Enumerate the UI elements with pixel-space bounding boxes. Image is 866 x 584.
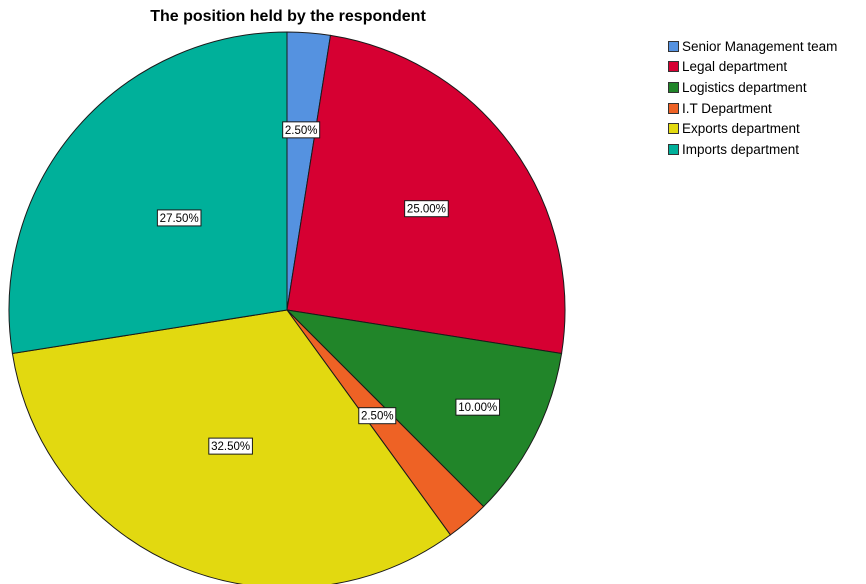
legend-swatch bbox=[668, 103, 679, 114]
legend-item-i-t-department: I.T Department bbox=[668, 98, 837, 119]
legend-swatch bbox=[668, 123, 679, 134]
legend-swatch bbox=[668, 61, 679, 72]
legend-label: Imports department bbox=[682, 142, 799, 157]
legend: Senior Management team Legal department Lo… bbox=[668, 36, 837, 160]
legend-item-legal-department: Legal department bbox=[668, 57, 837, 78]
legend-item-exports-department: Exports department bbox=[668, 118, 837, 139]
legend-label: Exports department bbox=[682, 121, 800, 136]
legend-item-logistics-department: Logistics department bbox=[668, 77, 837, 98]
svg-text:27.50%: 27.50% bbox=[160, 213, 199, 225]
legend-item-senior-management-team: Senior Management team bbox=[668, 36, 837, 57]
legend-item-imports-department: Imports department bbox=[668, 139, 837, 160]
svg-text:2.50%: 2.50% bbox=[285, 125, 318, 137]
data-label-senior-management-team: 2.50% bbox=[283, 122, 320, 138]
legend-label: Legal department bbox=[682, 59, 787, 74]
legend-label: Senior Management team bbox=[682, 39, 837, 54]
legend-swatch bbox=[668, 144, 679, 155]
legend-label: I.T Department bbox=[682, 101, 772, 116]
pie-slice-imports-department bbox=[9, 32, 287, 353]
data-label-legal-department: 25.00% bbox=[405, 201, 449, 217]
legend-label: Logistics department bbox=[682, 80, 807, 95]
svg-text:25.00%: 25.00% bbox=[407, 204, 446, 216]
svg-text:32.50%: 32.50% bbox=[211, 441, 250, 453]
data-label-i-t-department: 2.50% bbox=[359, 408, 396, 424]
data-label-exports-department: 32.50% bbox=[209, 438, 253, 454]
data-label-logistics-department: 10.00% bbox=[456, 399, 500, 415]
svg-text:10.00%: 10.00% bbox=[458, 402, 497, 414]
legend-swatch bbox=[668, 82, 679, 93]
pie-slice-legal-department bbox=[287, 35, 565, 353]
data-label-imports-department: 27.50% bbox=[157, 210, 201, 226]
svg-text:2.50%: 2.50% bbox=[361, 411, 394, 423]
legend-swatch bbox=[668, 41, 679, 52]
